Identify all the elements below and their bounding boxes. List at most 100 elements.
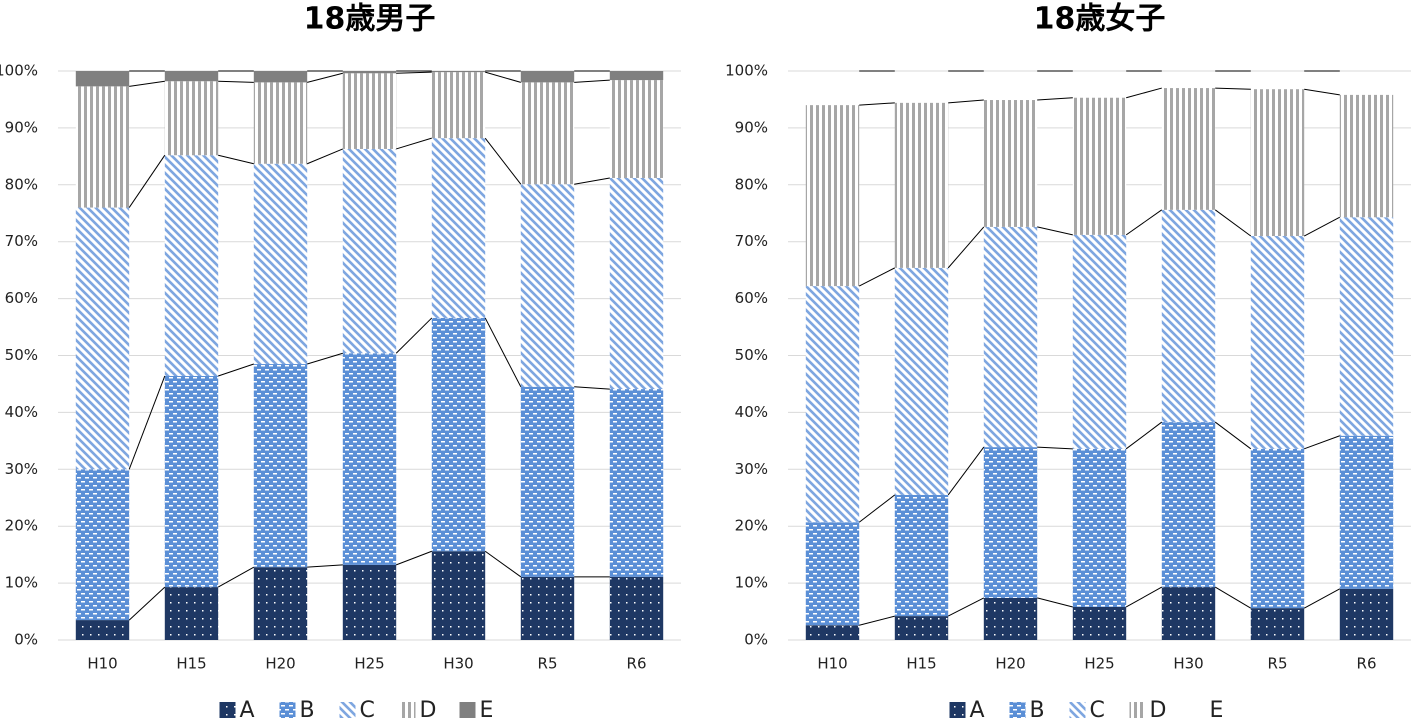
y-tick-label: 70%	[5, 232, 38, 250]
bar-segment	[1072, 448, 1127, 607]
bar-segment	[895, 71, 948, 103]
bar-segment	[253, 364, 308, 568]
connector-line	[947, 226, 985, 269]
y-tick-label: 80%	[735, 175, 768, 193]
bar-segment	[1339, 94, 1394, 218]
legend-label: E	[480, 698, 494, 720]
connector-line	[396, 137, 432, 150]
y-tick-label: 40%	[5, 403, 38, 421]
bar-segment	[1251, 71, 1304, 89]
connector-line	[485, 71, 521, 83]
bar-segment	[253, 567, 308, 640]
bar-segment	[984, 71, 1037, 100]
bar-segment	[806, 71, 859, 105]
y-tick-label: 50%	[735, 346, 768, 364]
legend-label: A	[970, 698, 985, 720]
bar-segment	[342, 71, 397, 74]
y-tick-label: 80%	[5, 175, 38, 193]
legend-swatch	[459, 702, 476, 718]
connector-line	[1214, 421, 1252, 450]
connector-line	[484, 137, 522, 185]
panel: 18歳女子 0% 10% 20% 30% 40% 50% 60% 70% 80% 90% 100% H1…	[725, 2, 1411, 720]
bar-segment	[1161, 422, 1216, 588]
y-tick-label: 100%	[0, 62, 38, 80]
connector-line	[1303, 588, 1341, 609]
x-tick-label: H10	[817, 655, 847, 673]
bar-segment	[431, 317, 486, 552]
connector-line	[858, 494, 896, 523]
legend-swatch	[1190, 702, 1206, 718]
y-tick-label: 100%	[725, 62, 768, 80]
bar-segment	[1339, 217, 1394, 436]
x-tick-label: H15	[906, 655, 936, 673]
y-tick-label: 20%	[735, 517, 768, 535]
bar-segment	[431, 72, 486, 139]
bar-segment	[1073, 71, 1126, 98]
bar-segment	[805, 522, 860, 626]
bar-segment	[1339, 588, 1394, 640]
bar-segment	[805, 286, 860, 523]
x-tick-label: H20	[265, 655, 295, 673]
bar-segment	[1072, 234, 1127, 449]
bar-segment	[520, 71, 575, 83]
bar-segment	[894, 267, 949, 495]
connector-line	[307, 564, 343, 568]
bar-segment	[1250, 236, 1305, 449]
bar-segment	[75, 620, 130, 640]
y-tick-label: 10%	[5, 574, 38, 592]
connector-line	[948, 99, 984, 104]
connector-line	[574, 177, 610, 185]
connector-line	[1125, 209, 1163, 236]
y-tick-label: 50%	[5, 346, 38, 364]
panel: 18歳男子 0% 10% 20% 30% 40% 50% 60% 70% 80% 90% 100% H1…	[0, 2, 681, 720]
bar-segment	[1162, 71, 1215, 88]
legend-swatch	[949, 702, 966, 718]
connector-line	[1037, 446, 1073, 450]
connector-line	[396, 71, 432, 74]
legend-label: B	[1030, 698, 1045, 720]
bar-segment	[983, 100, 1038, 227]
bar-segment	[75, 86, 130, 208]
legend-label: D	[1150, 698, 1167, 720]
legend-swatch	[339, 702, 356, 718]
y-tick-label: 30%	[735, 460, 768, 478]
connector-line	[1214, 209, 1252, 237]
bar-segment	[342, 564, 397, 640]
connector-line	[947, 446, 985, 496]
bar-segment	[520, 386, 575, 577]
connector-line	[396, 550, 432, 566]
connector-line	[128, 586, 166, 621]
chart-title: 18歳男子	[304, 2, 436, 37]
y-tick-label: 90%	[735, 118, 768, 136]
bar-segment	[609, 177, 664, 390]
legend-label: E	[1210, 698, 1224, 720]
y-tick-label: 60%	[735, 289, 768, 307]
connector-line	[307, 148, 343, 165]
connector-line	[395, 317, 433, 354]
bar-segment	[1250, 608, 1305, 640]
bar-segment	[805, 625, 860, 640]
bar-segment	[164, 587, 219, 640]
connector-line	[1303, 216, 1341, 237]
legend-swatch	[1069, 702, 1086, 718]
legend-swatch	[399, 702, 416, 718]
connector-line	[859, 102, 895, 106]
y-tick-label: 60%	[5, 289, 38, 307]
bar-segment	[894, 102, 949, 268]
y-tick-label: 0%	[14, 631, 38, 649]
bar-segment	[894, 616, 949, 640]
x-tick-label: H15	[176, 655, 206, 673]
bar-segment	[983, 447, 1038, 598]
x-tick-label: H20	[995, 655, 1025, 673]
y-tick-label: 10%	[735, 574, 768, 592]
connector-line	[858, 267, 896, 287]
bar-segment	[253, 82, 308, 164]
x-tick-label: R5	[538, 655, 558, 673]
y-tick-label: 70%	[735, 232, 768, 250]
connector-line	[1037, 97, 1073, 101]
x-tick-label: R5	[1268, 655, 1288, 673]
connector-line	[484, 317, 522, 388]
connector-line	[1126, 87, 1162, 99]
connector-line	[128, 154, 166, 208]
